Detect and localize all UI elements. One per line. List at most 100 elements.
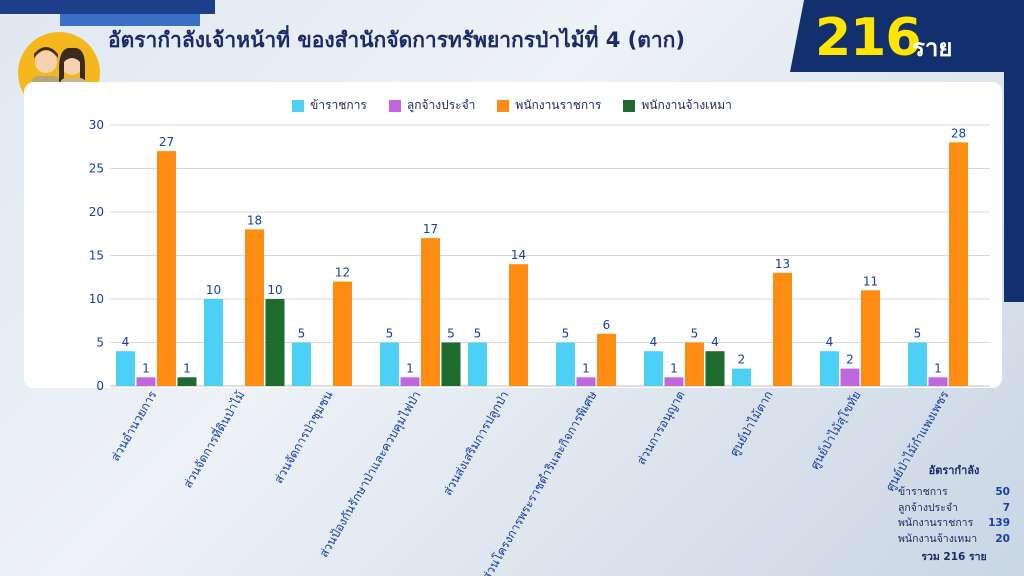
bar <box>908 342 927 386</box>
legend-item-permanent-employee: ลูกจ้างประจำ <box>388 96 476 115</box>
bar <box>509 264 528 386</box>
bar <box>597 333 616 386</box>
data-label: 5 <box>691 327 699 341</box>
bar <box>157 151 176 386</box>
data-label: 17 <box>423 222 438 236</box>
bar <box>116 351 135 386</box>
summary-label: พนักงานจ้างเหมา <box>898 532 978 545</box>
data-label: 5 <box>914 327 922 341</box>
legend-label: พนักงานราชการ <box>515 98 602 112</box>
legend-swatch <box>497 99 510 112</box>
legend-item-civil-servant: ข้าราชการ <box>292 96 367 115</box>
summary-row: พนักงานราชการ 139 <box>898 516 1010 532</box>
data-label: 4 <box>826 335 834 349</box>
data-label: 2 <box>846 353 854 367</box>
data-label: 5 <box>298 327 306 341</box>
bar <box>421 238 440 386</box>
summary-label: พนักงานราชการ <box>898 517 974 529</box>
y-tick-label: 30 <box>89 118 104 132</box>
page-title: อัตรากำลังเจ้าหน้าที่ ของสำนักจัดการทรัพ… <box>108 28 685 52</box>
y-tick-label: 15 <box>89 249 104 263</box>
bar <box>441 342 461 386</box>
total-unit: ราย <box>912 34 953 62</box>
bar <box>820 351 839 386</box>
y-tick-label: 20 <box>89 205 104 219</box>
bar <box>840 368 860 386</box>
data-label: 10 <box>206 283 221 297</box>
data-label: 5 <box>562 327 570 341</box>
bar <box>664 377 684 386</box>
x-tick-label: ส่วนการอนุญาต <box>634 389 688 468</box>
summary-heading: อัตรากำลัง <box>928 464 980 477</box>
summary-value: 139 <box>988 517 1010 529</box>
bar <box>245 229 264 386</box>
summary-total: รวม 216 ราย <box>921 551 987 563</box>
summary-row: ข้าราชการ 50 <box>898 485 1010 501</box>
data-label: 1 <box>406 361 414 375</box>
header-band-left-light <box>60 14 200 26</box>
bar <box>468 342 487 386</box>
bar <box>928 377 948 386</box>
data-label: 1 <box>670 361 678 375</box>
total-count: 216 <box>815 8 922 68</box>
data-label: 28 <box>951 126 966 140</box>
x-tick-label: ส่วนจัดการที่ดินป่าไม้ <box>179 388 248 491</box>
data-label: 5 <box>447 327 455 341</box>
summary-label: ลูกจ้างประจำ <box>898 501 958 514</box>
bar <box>705 351 725 386</box>
bar <box>732 368 751 386</box>
data-label: 4 <box>122 335 130 349</box>
data-label: 27 <box>159 135 174 149</box>
data-label: 4 <box>711 335 719 349</box>
data-label: 1 <box>183 361 191 375</box>
summary-value: 20 <box>995 532 1010 545</box>
header-band-left <box>0 0 215 14</box>
data-label: 10 <box>267 283 282 297</box>
legend-swatch <box>623 99 636 112</box>
data-label: 1 <box>582 361 590 375</box>
data-label: 4 <box>650 335 658 349</box>
legend-swatch <box>388 99 401 112</box>
summary-box: อัตรากำลัง ข้าราชการ 50 ลูกจ้างประจำ 7 พ… <box>898 461 1010 565</box>
summary-row: พนักงานจ้างเหมา 20 <box>898 532 1010 548</box>
summary-label: ข้าราชการ <box>898 486 948 498</box>
chart-legend: ข้าราชการ ลูกจ้างประจำ พนักงานราชการ พนั… <box>0 96 1024 115</box>
legend-label: ลูกจ้างประจำ <box>406 98 476 112</box>
bar <box>333 281 352 386</box>
data-label: 1 <box>142 361 150 375</box>
data-label: 5 <box>386 327 394 341</box>
bar <box>380 342 399 386</box>
x-tick-label: ส่วนอำนวยการ <box>108 388 160 464</box>
summary-row: ลูกจ้างประจำ 7 <box>898 501 1010 517</box>
legend-item-contract-employee: พนักงานจ้างเหมา <box>623 96 732 115</box>
bar <box>861 290 880 386</box>
bar <box>400 377 420 386</box>
bar <box>265 299 285 386</box>
data-label: 14 <box>511 248 526 262</box>
bar <box>685 342 704 386</box>
data-label: 2 <box>738 353 746 367</box>
legend-item-government-employee: พนักงานราชการ <box>497 96 601 115</box>
bar <box>949 142 968 386</box>
bar <box>773 272 792 386</box>
bar <box>204 299 223 386</box>
data-label: 11 <box>863 274 878 288</box>
y-tick-label: 0 <box>96 379 104 393</box>
data-label: 12 <box>335 266 350 280</box>
bar <box>177 377 197 386</box>
legend-swatch <box>292 99 305 112</box>
data-label: 5 <box>474 327 482 341</box>
header-band-right-side <box>1004 72 1024 302</box>
y-tick-label: 5 <box>96 336 104 350</box>
bar <box>136 377 156 386</box>
legend-label: พนักงานจ้างเหมา <box>641 98 732 112</box>
summary-value: 7 <box>1002 501 1010 514</box>
legend-label: ข้าราชการ <box>310 98 367 112</box>
x-tick-label: ส่วนส่งเสริมการปลูกป่า <box>440 389 512 499</box>
bar <box>556 342 575 386</box>
y-tick-label: 10 <box>89 292 104 306</box>
y-tick-label: 25 <box>89 162 104 176</box>
bar <box>644 351 663 386</box>
x-tick-label: ศูนย์ป่าไม้สุโขทัย <box>807 389 864 473</box>
x-tick-label: ส่วนจัดการป่าชุมชน <box>271 389 336 487</box>
